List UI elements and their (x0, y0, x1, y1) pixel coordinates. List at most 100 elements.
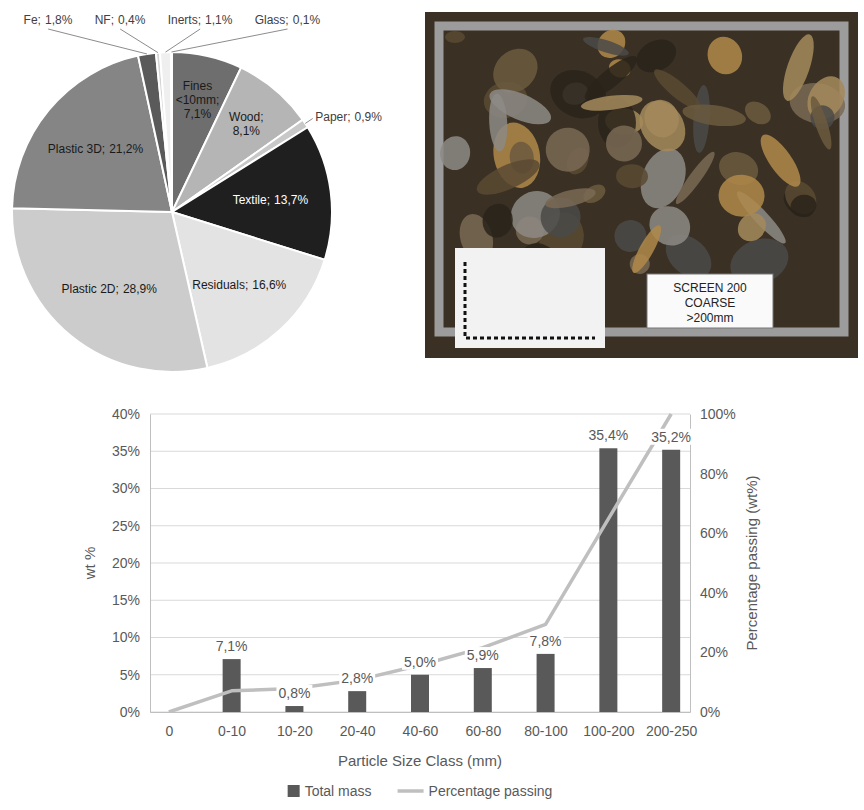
tick: 60-80 (465, 712, 501, 739)
axis-line (690, 415, 691, 713)
legend-swatch (288, 785, 300, 797)
tick-label: 10-20 (277, 723, 313, 739)
tick-label: 0% (700, 704, 720, 720)
slice-category: Fines (183, 79, 212, 93)
data-label: 0,8% (276, 685, 312, 701)
tick: 25% (112, 518, 150, 534)
slice-label: Plastic 2D;28,9% (62, 282, 158, 296)
x-axis-title: Particle Size Class (mm) (338, 752, 502, 769)
debris (542, 61, 614, 127)
slice-category: NF; (95, 13, 114, 27)
tick-label: 5% (120, 667, 140, 683)
tick-label: 0 (165, 723, 173, 739)
tick-label: 100% (700, 406, 736, 422)
pie-slice (138, 53, 172, 212)
page: Fines<10mm;7,1%Wood;8,1%Textile;13,7%Res… (0, 0, 864, 810)
debris (788, 192, 818, 219)
data-labels: 7,1% 0,8% 2,8% 5,0% 5,9% 7,8% 35,4% 35,2% (214, 427, 693, 701)
sign-text: COARSE (685, 296, 736, 310)
tick-label: 30% (112, 480, 140, 496)
tick-label: 60% (700, 525, 728, 541)
debris (807, 94, 836, 151)
debris (580, 50, 643, 106)
slice-label: Fe;1,8% (24, 13, 73, 27)
photo-background (425, 12, 858, 358)
label-background (214, 638, 250, 654)
slice-label: Paper;0,9% (315, 110, 382, 124)
debris (754, 129, 808, 192)
slice-category: Textile; (233, 193, 270, 207)
tick-label: 15% (112, 592, 140, 608)
data-label-text: 5,9% (467, 647, 499, 663)
bar (411, 675, 429, 712)
tick: 80-100 (524, 712, 568, 739)
leader-line (165, 29, 200, 52)
tick: 40-60 (403, 712, 439, 739)
data-label-text: 35,4% (589, 427, 629, 443)
y-axis: 0%5%10%15%20%25%30%35%40% (112, 406, 151, 720)
leader-line (171, 29, 287, 52)
slice-category: Inerts; (168, 13, 201, 27)
bar (599, 448, 617, 712)
tick: 0% (120, 704, 150, 720)
leader-line (48, 29, 147, 54)
tick: 20-40 (340, 712, 376, 739)
tick-label: 35% (112, 443, 140, 459)
slice-label: Textile; 13,7% (233, 193, 309, 207)
debris (717, 173, 765, 217)
grid (150, 414, 690, 712)
scale-sheet (455, 248, 605, 348)
axis-line (151, 712, 691, 713)
label-background (649, 429, 693, 445)
debris (616, 164, 649, 189)
slice-value: 13,7% (274, 193, 308, 207)
label-background (528, 633, 564, 649)
data-label-text: 7,1% (216, 638, 248, 654)
data-label-text: 35,2% (651, 429, 691, 445)
leader-line (120, 29, 158, 53)
tick: 20% (112, 555, 150, 571)
slice-value: 7,1% (184, 107, 212, 121)
tick-label: 10% (112, 629, 140, 645)
tick: 35% (112, 443, 150, 459)
tick: 20% (690, 644, 728, 660)
tick-label: 0-10 (218, 723, 246, 739)
y-axis-title: wt % (81, 547, 98, 581)
slice-value: 1,8% (45, 13, 73, 27)
debris (639, 95, 684, 142)
label-background (587, 427, 631, 443)
debris (543, 184, 597, 212)
slice-value: 16,6% (252, 278, 286, 292)
tick: 10-20 (277, 712, 313, 739)
slice-label: Plastic 3D;21,2% (48, 142, 144, 156)
debris (627, 222, 665, 276)
slice-value: 1,1% (205, 13, 233, 27)
tick-label: 40% (700, 585, 728, 601)
tick: 100-200 (583, 712, 635, 739)
tick: 200-250 (646, 712, 698, 739)
slice-value: 21,2% (109, 142, 143, 156)
slice-label: Wood;8,1% (229, 110, 263, 138)
sign-text: >200mm (686, 311, 733, 325)
tick-label: 25% (112, 518, 140, 534)
label-background (276, 685, 312, 701)
pie-labels: Fines<10mm;7,1%Wood;8,1%Textile;13,7%Res… (24, 13, 383, 296)
slice-category: Paper; (315, 110, 350, 124)
data-label-text: 5,0% (404, 654, 436, 670)
tick: 5% (120, 667, 150, 683)
slice-label: Inerts; 1,1% (168, 13, 233, 27)
pie-slice (171, 52, 172, 212)
data-label: 2,8% (339, 670, 375, 686)
data-label: 7,8% (528, 633, 564, 649)
tick: 0 (165, 712, 173, 739)
legend-label: Percentage passing (429, 783, 553, 799)
bar (348, 691, 366, 712)
scale-bar (465, 262, 595, 338)
tick: 40% (690, 585, 728, 601)
legend-item: Total mass (288, 783, 372, 799)
slice-category: Glass; (255, 13, 289, 27)
pie-slice (12, 208, 207, 372)
tick: 0% (690, 704, 720, 720)
tick: 30% (112, 480, 150, 496)
debris (741, 97, 775, 129)
